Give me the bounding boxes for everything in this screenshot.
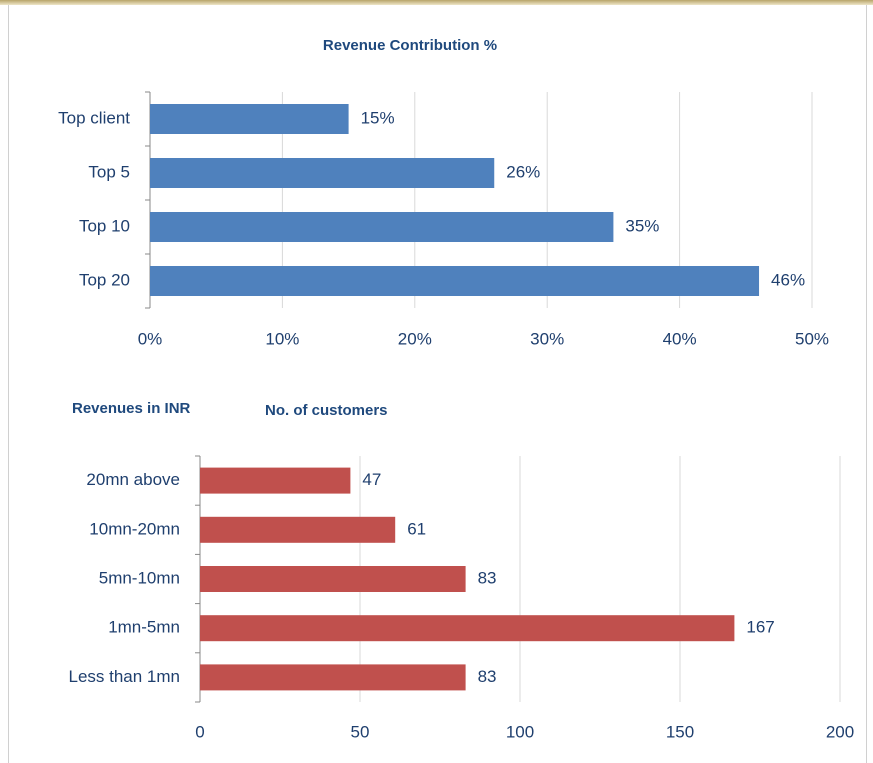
x-tick-label: 20%: [398, 329, 432, 348]
y-axis-label: Revenues in INR: [72, 400, 191, 417]
bar: [200, 615, 735, 642]
y-tick-label: 10mn-20mn: [89, 519, 180, 538]
x-tick-label: 50%: [795, 329, 829, 348]
x-tick-label: 100: [506, 722, 534, 741]
x-tick-label: 10%: [265, 329, 299, 348]
x-tick-label: 40%: [663, 329, 697, 348]
data-label: 47: [362, 470, 381, 489]
data-label: 35%: [625, 216, 659, 235]
x-tick-label: 0%: [138, 329, 163, 348]
top-border: [0, 0, 873, 5]
x-tick-label: 30%: [530, 329, 564, 348]
bar: [200, 566, 466, 592]
bar: [150, 266, 760, 296]
bar: [200, 467, 351, 494]
y-tick-label: 1mn-5mn: [108, 618, 180, 637]
data-label: 167: [746, 618, 774, 637]
bar: [150, 104, 349, 134]
y-tick-label: Top 5: [88, 162, 130, 181]
data-label: 15%: [361, 108, 395, 127]
bar: [200, 664, 466, 691]
data-label: 83: [478, 568, 497, 587]
chart-title: No. of customers: [265, 402, 388, 419]
y-tick-label: Less than 1mn: [68, 667, 180, 686]
data-label: 61: [407, 519, 426, 538]
y-tick-label: Top 10: [79, 216, 130, 235]
bar: [150, 158, 495, 188]
y-tick-label: 5mn-10mn: [99, 568, 180, 587]
data-label: 46%: [771, 270, 805, 289]
x-tick-label: 50: [351, 722, 370, 741]
chart-title: Revenue Contribution %: [323, 37, 497, 54]
y-tick-label: 20mn above: [86, 470, 180, 489]
x-tick-label: 200: [826, 722, 854, 741]
y-tick-label: Top client: [58, 108, 130, 127]
bar: [150, 212, 614, 242]
bar: [200, 516, 396, 543]
y-tick-label: Top 20: [79, 270, 130, 289]
data-label: 26%: [506, 162, 540, 181]
x-tick-label: 0: [195, 722, 204, 741]
data-label: 83: [478, 667, 497, 686]
x-tick-label: 150: [666, 722, 694, 741]
